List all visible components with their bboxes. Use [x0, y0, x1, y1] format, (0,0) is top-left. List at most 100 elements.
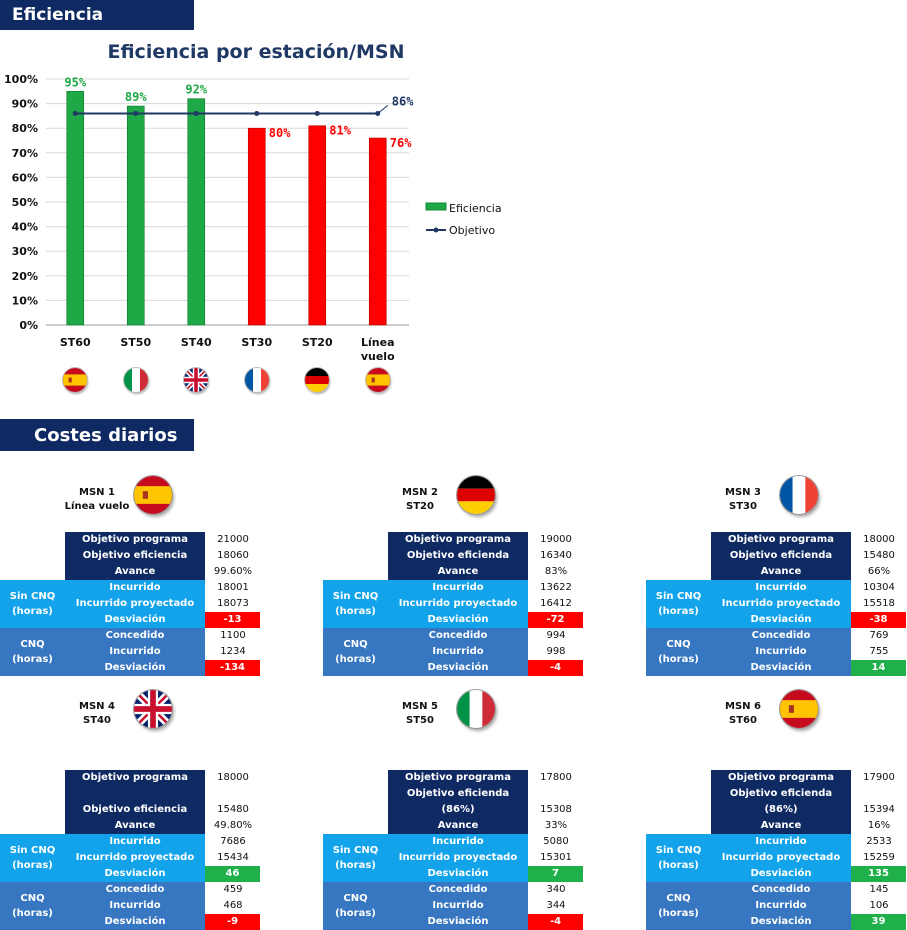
flag-italy-icon [457, 690, 495, 728]
incurrido-proyectado-row-label: Incurrido proyectado [65, 596, 205, 612]
concedido-row: Concedido 1100 [65, 628, 261, 644]
msn-station: ST40 [83, 715, 111, 726]
avance-row-label: Avance [388, 818, 528, 834]
incurrido-row-label: Incurrido [65, 834, 205, 850]
cnq-desviacion-row-value: -4 [528, 660, 583, 676]
bar-st30 [247, 127, 266, 326]
objetivo-programa-row-label: Objetivo programa [711, 532, 851, 548]
cnq-incurrido-row-label: Incurrido [711, 898, 851, 914]
msn-number: MSN 2 [402, 487, 438, 498]
x-tick-label: ST20 [302, 336, 333, 349]
objetivo-programa-row-value: 17900 [863, 772, 895, 783]
msn-title: MSN 3 ST30 [708, 486, 778, 514]
avance-row: Avance 66% [711, 564, 907, 580]
cnq-desviacion-row: Desviación -4 [388, 660, 584, 676]
incurrido-proyectado-row: Incurrido proyectado 15259 [711, 850, 907, 866]
incurrido-row: Incurrido 10304 [711, 580, 907, 596]
flag-germany-icon [305, 368, 330, 392]
msn-block-6: MSN 6 ST60 Objetivo programa 17900 Objetivo … [646, 684, 907, 930]
x-tick-label: ST60 [60, 336, 91, 349]
objetivo-eficiencia-label-line2: (86%) [441, 804, 475, 815]
desviacion-row-value: -72 [528, 612, 583, 628]
objetivo-eficiencia-label: Objetivo eficienda (86%) [711, 786, 851, 818]
data-label: 89% [125, 90, 147, 104]
incurrido-proyectado-row-value: 15434 [217, 852, 249, 863]
incurrido-row-label: Incurrido [388, 834, 528, 850]
cnq-incurrido-row-value: 755 [869, 646, 889, 657]
objetivo-eficiencia-spacer [65, 786, 205, 802]
objective-label: 86% [392, 94, 414, 108]
msn-title: MSN 4 ST40 [62, 700, 132, 728]
cnq-desviacion-row-label: Desviación [711, 914, 851, 930]
legend-swatch-efficiency [425, 202, 447, 211]
incurrido-proyectado-row-label: Incurrido proyectado [388, 596, 528, 612]
msn-station: ST30 [729, 501, 757, 512]
cnq-desviacion-row-value: -9 [205, 914, 260, 930]
sin-cnq-group-label: Sin CNQ (horas) [0, 834, 65, 882]
incurrido-row-value: 18001 [217, 582, 249, 593]
incurrido-row-value: 10304 [863, 582, 895, 593]
desviacion-row-label: Desviación [711, 612, 851, 628]
desviacion-row: Desviación 135 [711, 866, 907, 882]
msn-block-4: MSN 4 ST40 Objetivo programa 18000 Objetivo … [0, 684, 261, 930]
objetivo-programa-row: Objetivo programa 17900 [711, 770, 907, 786]
cnq-desviacion-row-label: Desviación [65, 914, 205, 930]
desviacion-row-label: Desviación [388, 612, 528, 628]
incurrido-row: Incurrido 2533 [711, 834, 907, 850]
desviacion-row-label: Desviación [711, 866, 851, 882]
cnq-incurrido-row-value: 998 [546, 646, 566, 657]
cnq-group-label: CNQ (horas) [646, 628, 711, 676]
incurrido-proyectado-row-label: Incurrido proyectado [65, 850, 205, 866]
msn-block-5: MSN 5 ST50 Objetivo programa 17800 Objetivo … [323, 684, 584, 930]
avance-row-value: 33% [544, 820, 568, 831]
desviacion-row-value: 135 [851, 866, 906, 882]
desviacion-row-label: Desviación [65, 866, 205, 882]
objetivo-eficiencia-label-line1: Objetivo eficienda [729, 788, 833, 799]
objetivo-programa-row: Objetivo programa 18000 [711, 532, 907, 548]
cnq-group-label: CNQ (horas) [0, 628, 65, 676]
objetivo-eficiencia-row-value: 15480 [863, 550, 895, 561]
incurrido-proyectado-row: Incurrido proyectado 15301 [388, 850, 584, 866]
msn-station: ST20 [406, 501, 434, 512]
cnq-incurrido-row-label: Incurrido [65, 644, 205, 660]
incurrido-row-value: 5080 [543, 836, 569, 847]
objetivo-eficiencia-row-value: 18060 [217, 550, 249, 561]
x-tick-label: ST40 [181, 336, 212, 349]
concedido-row: Concedido 994 [388, 628, 584, 644]
incurrido-row-label: Incurrido [711, 834, 851, 850]
incurrido-row-label: Incurrido [388, 580, 528, 596]
incurrido-proyectado-row-label: Incurrido proyectado [711, 596, 851, 612]
cnq-incurrido-row-label: Incurrido [388, 898, 528, 914]
objetivo-eficiencia-row: Objetivo eficienda (86%) 15308 [388, 786, 584, 818]
avance-row-label: Avance [711, 818, 851, 834]
objective-point [254, 110, 260, 116]
incurrido-proyectado-row-value: 15259 [863, 852, 895, 863]
y-tick-label: 20% [12, 270, 38, 283]
legend-marker-objective [433, 227, 439, 233]
concedido-row: Concedido 459 [65, 882, 261, 898]
x-tick-label: ST30 [241, 336, 272, 349]
data-label: 80% [269, 126, 291, 140]
flag-italy-icon [123, 368, 148, 392]
msn-title: MSN 2 ST20 [385, 486, 455, 514]
y-tick-label: 40% [12, 221, 38, 234]
incurrido-row: Incurrido 13622 [388, 580, 584, 596]
msn-title: MSN 5 ST50 [385, 700, 455, 728]
msn-number: MSN 1 [79, 487, 115, 498]
objetivo-programa-row-value: 19000 [540, 534, 572, 545]
objetivo-programa-row-value: 18000 [863, 534, 895, 545]
objetivo-programa-row-label: Objetivo programa [388, 532, 528, 548]
concedido-row-label: Concedido [388, 882, 528, 898]
desviacion-row: Desviación 46 [65, 866, 261, 882]
desviacion-row-value: 7 [528, 866, 583, 882]
msn-title: MSN 1 Línea vuelo [62, 486, 132, 514]
cnq-group-label: CNQ (horas) [646, 882, 711, 930]
objetivo-programa-row-value: 21000 [217, 534, 249, 545]
concedido-row: Concedido 340 [388, 882, 584, 898]
concedido-row-label: Concedido [711, 882, 851, 898]
concedido-row-label: Concedido [65, 882, 205, 898]
avance-row-value: 49.80% [213, 820, 253, 831]
data-label: 81% [329, 124, 351, 138]
sin-cnq-group-label: Sin CNQ (horas) [323, 834, 388, 882]
sin-cnq-group-label: Sin CNQ (horas) [0, 580, 65, 628]
